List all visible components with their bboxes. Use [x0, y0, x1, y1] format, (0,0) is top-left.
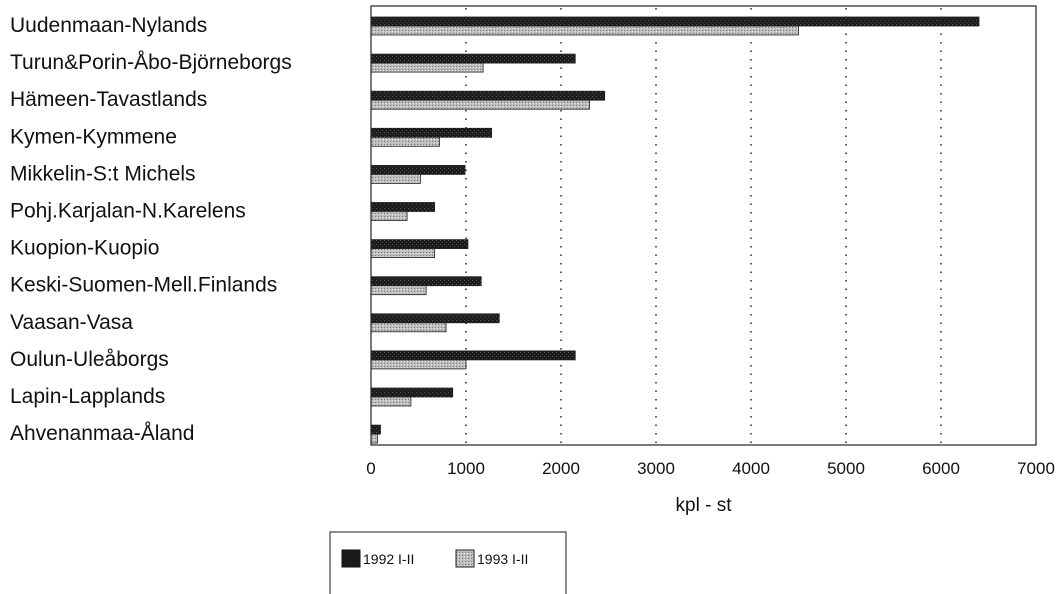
legend-label-1993: 1993 I-II — [477, 551, 528, 567]
category-label: Hämeen-Tavastlands — [10, 88, 207, 111]
bar-1993-i-ii-kymen-kymmene — [370, 136, 440, 147]
bar-1993-i-ii-pohj-karjalan-n-karelens — [370, 211, 408, 221]
bar-1992-i-ii-oulun-ule-borgs — [370, 350, 576, 361]
bar-1992-i-ii-uudenmaan-nylands — [370, 16, 980, 27]
category-label: Ahvenanmaa-Åland — [10, 422, 194, 445]
grid-lines — [465, 8, 942, 443]
bar-1993-i-ii-lapin-lapplands — [370, 396, 412, 407]
category-label: Uudenmaan-Nylands — [10, 14, 207, 37]
bar-1993-i-ii-kuopion-kuopio — [370, 248, 436, 259]
legend-swatch-1993 — [455, 549, 475, 568]
legend-box — [329, 531, 567, 594]
bar-1993-i-ii-turun-porin-bo-bj-rneborgs — [370, 62, 484, 73]
bar-1992-i-ii-ahvenanmaa-land — [370, 424, 381, 435]
bar-1992-i-ii-mikkelin-s-t-michels — [370, 164, 466, 175]
bar-1992-i-ii-kuopion-kuopio — [370, 239, 469, 250]
bar-1992-i-ii-h-meen-tavastlands — [370, 90, 606, 101]
x-tick-label: 6000 — [922, 459, 960, 478]
bar-1992-i-ii-vaasan-vasa — [370, 313, 500, 324]
category-label: Lapin-Lapplands — [10, 385, 165, 408]
bar-1992-i-ii-kymen-kymmene — [370, 127, 493, 138]
category-label: Kuopion-Kuopio — [10, 237, 159, 260]
x-tick-label: 3000 — [637, 459, 675, 478]
category-label: Pohj.Karjalan-N.Karelens — [10, 200, 246, 223]
legend-label-1992: 1992 I-II — [363, 551, 414, 567]
bar-1992-i-ii-lapin-lapplands — [370, 387, 454, 398]
legend: 1992 I-II 1993 I-II — [329, 531, 567, 594]
x-tick-label: 5000 — [827, 459, 865, 478]
category-label: Keski-Suomen-Mell.Finlands — [10, 274, 277, 297]
x-axis-title: kpl - st — [676, 495, 733, 516]
bar-1993-i-ii-vaasan-vasa — [370, 322, 447, 333]
bar-1992-i-ii-keski-suomen-mell-finlands — [370, 276, 482, 287]
bar-1993-i-ii-h-meen-tavastlands — [370, 99, 590, 110]
x-tick-label: 7000 — [1017, 459, 1055, 478]
x-tick-label: 2000 — [542, 459, 580, 478]
bar-1993-i-ii-keski-suomen-mell-finlands — [370, 285, 427, 296]
category-label: Vaasan-Vasa — [10, 311, 133, 334]
plot-area-frame — [370, 5, 1037, 446]
x-tick-labels: 0 1000 2000 3000 4000 5000 6000 7000 — [366, 459, 1055, 478]
bar-1993-i-ii-ahvenanmaa-land — [370, 433, 379, 444]
category-label: Turun&Porin-Åbo-Björneborgs — [10, 51, 292, 74]
category-labels: Uudenmaan-Nylands Turun&Porin-Åbo-Björneb… — [10, 14, 292, 445]
x-tick-label: 0 — [366, 459, 375, 478]
bar-1993-i-ii-oulun-ule-borgs — [370, 359, 467, 370]
bars — [370, 16, 980, 444]
category-label: Kymen-Kymmene — [10, 125, 177, 148]
bar-1993-i-ii-mikkelin-s-t-michels — [370, 173, 421, 184]
bar-1992-i-ii-pohj-karjalan-n-karelens — [370, 202, 436, 212]
legend-swatch-1992 — [341, 549, 361, 568]
x-tick-label: 4000 — [732, 459, 770, 478]
category-label: Oulun-Uleåborgs — [10, 348, 169, 371]
bar-1992-i-ii-turun-porin-bo-bj-rneborgs — [370, 53, 576, 64]
bar-1993-i-ii-uudenmaan-nylands — [370, 25, 799, 36]
x-tick-label: 1000 — [447, 459, 485, 478]
category-label: Mikkelin-S:t Michels — [10, 162, 196, 185]
